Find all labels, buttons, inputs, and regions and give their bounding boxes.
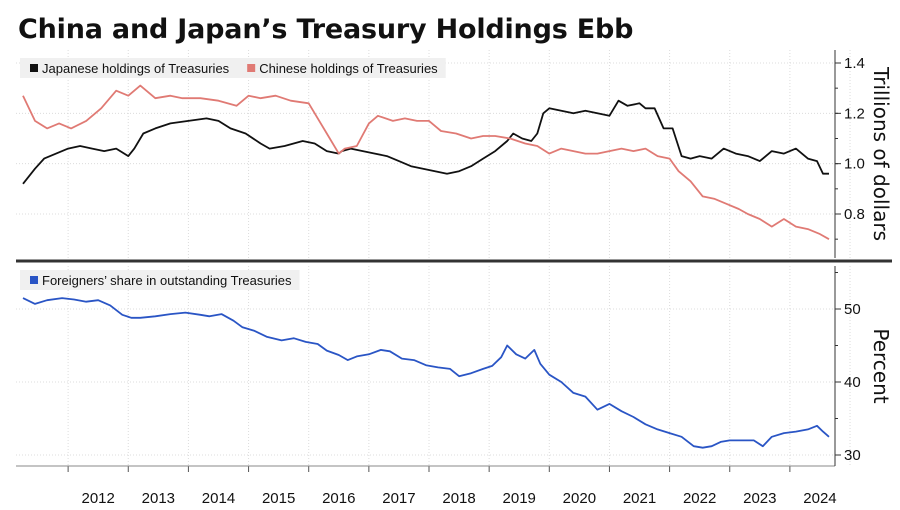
y-axis-label: Trillions of dollars	[869, 66, 893, 241]
legend-entry: Japanese holdings of Treasuries	[42, 61, 230, 76]
axes: 2012 2013 2014 2015 2016 2017 2018 2019 2020 2021…	[16, 50, 893, 507]
x-tick-label: 2012	[82, 490, 115, 507]
legend-entry: Chinese holdings of Treasuries	[259, 61, 438, 76]
y-axis-label: Percent	[869, 328, 893, 403]
y-tick-label: 1.0	[844, 156, 865, 173]
x-tick-label: 2024	[803, 490, 836, 507]
series-line	[22, 99, 829, 185]
chart-title: China and Japan’s Treasury Holdings Ebb	[18, 14, 634, 45]
x-tick-label: 2017	[382, 490, 415, 507]
legend: Japanese holdings of Treasuries Chinese h…	[20, 58, 446, 78]
x-tick-label: 2020	[563, 490, 596, 507]
legend-swatch	[30, 64, 38, 72]
series-line	[22, 84, 830, 240]
legends: Japanese holdings of Treasuries Chinese h…	[20, 58, 446, 290]
legend-swatch	[247, 64, 256, 72]
legend-swatch	[30, 276, 38, 284]
y-tick-label: 0.8	[844, 206, 865, 223]
y-tick-label: 50	[844, 301, 861, 318]
y-tick-label: 30	[844, 447, 861, 464]
x-tick-label: 2021	[623, 490, 656, 507]
gridlines	[16, 50, 851, 466]
x-tick-label: 2023	[743, 490, 776, 507]
bottom-panel-series	[22, 297, 830, 449]
legend-background	[20, 270, 300, 290]
y-tick-label: 40	[844, 374, 861, 391]
legend-entry: Foreigners’ share in outstanding Treasur…	[42, 273, 292, 288]
legend: Foreigners’ share in outstanding Treasur…	[20, 270, 300, 290]
x-tick-label: 2018	[442, 490, 475, 507]
legend-background	[20, 58, 446, 78]
x-tick-label: 2019	[503, 490, 536, 507]
y-tick-label: 1.2	[844, 105, 865, 122]
x-tick-label: 2016	[322, 490, 355, 507]
x-tick-label: 2013	[142, 490, 175, 507]
y-tick-label: 1.4	[844, 55, 865, 72]
x-tick-label: 2015	[262, 490, 295, 507]
x-tick-label: 2014	[202, 490, 235, 507]
series-line	[22, 297, 830, 449]
x-tick-label: 2022	[683, 490, 716, 507]
top-panel-series	[22, 84, 830, 240]
